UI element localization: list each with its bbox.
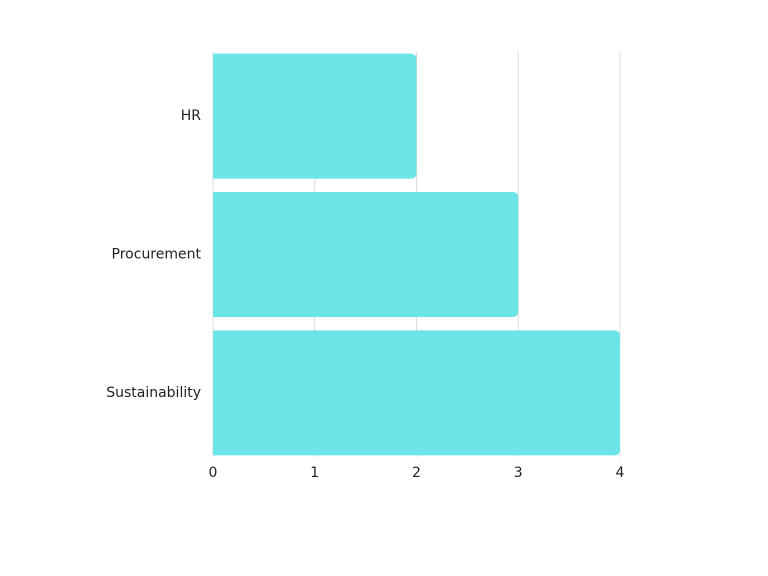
x-tick-label: 4	[616, 465, 625, 481]
x-tick-label: 1	[310, 465, 319, 481]
x-tick-label: 0	[209, 465, 218, 481]
y-tick-label: Procurement	[112, 247, 202, 263]
bar	[213, 53, 417, 179]
y-tick-label: Sustainability	[106, 385, 201, 401]
x-tick-label: 3	[514, 465, 523, 481]
x-tick-label: 2	[412, 465, 421, 481]
bar	[213, 192, 519, 317]
bar	[213, 330, 620, 456]
y-tick-label: HR	[181, 108, 202, 124]
